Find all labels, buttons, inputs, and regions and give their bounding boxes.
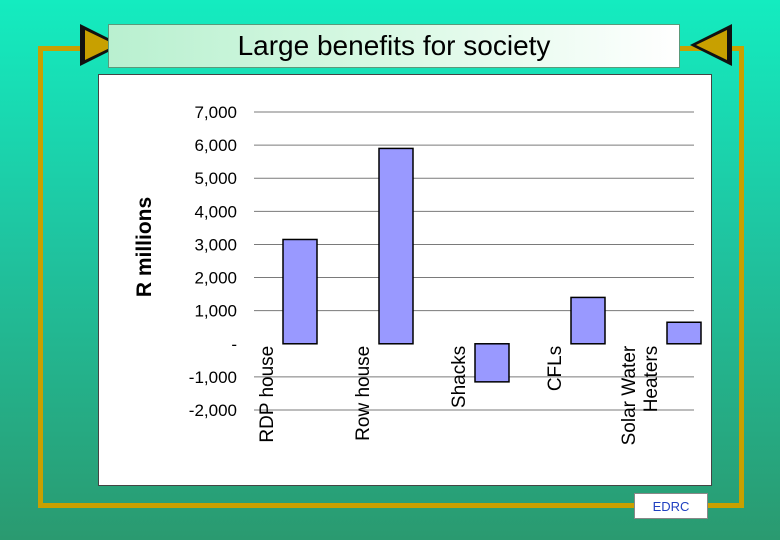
bar [474,343,510,383]
y-tick-label: - [231,335,237,354]
page-title: Large benefits for society [237,30,551,61]
arrow-left-icon [690,24,732,66]
y-tick-label: 7,000 [194,103,237,122]
category-label: RDP house [257,346,278,443]
category-label: Solar Water [619,345,640,445]
y-tick-label: 4,000 [194,202,237,221]
y-tick-label: 2,000 [194,269,237,288]
category-label: Heaters [641,346,662,413]
y-axis-label: R millions [133,197,156,297]
arrow-right-icon [80,24,122,66]
bar [378,147,414,345]
y-tick-label: 1,000 [194,302,237,321]
chart-panel: 7,000 6,000 5,000 4,000 3,000 2,000 1,000 - -1,0… [98,74,712,486]
y-tick-label: 5,000 [194,169,237,188]
bar [282,238,318,345]
category-label: Shacks [449,346,470,408]
bar-chart: 7,000 6,000 5,000 4,000 3,000 2,000 1,000 - -1,0… [133,103,702,445]
y-tick-label: 6,000 [194,136,237,155]
y-tick-label: -1,000 [189,368,237,387]
bar [666,321,702,345]
category-label: Row house [353,346,374,441]
footer-logo: EDRC [634,493,708,519]
y-tick-label: -2,000 [189,401,237,420]
title-banner: Large benefits for society [108,24,680,68]
category-label: CFLs [545,346,566,391]
y-tick-label: 3,000 [194,235,237,254]
bar [570,296,606,345]
